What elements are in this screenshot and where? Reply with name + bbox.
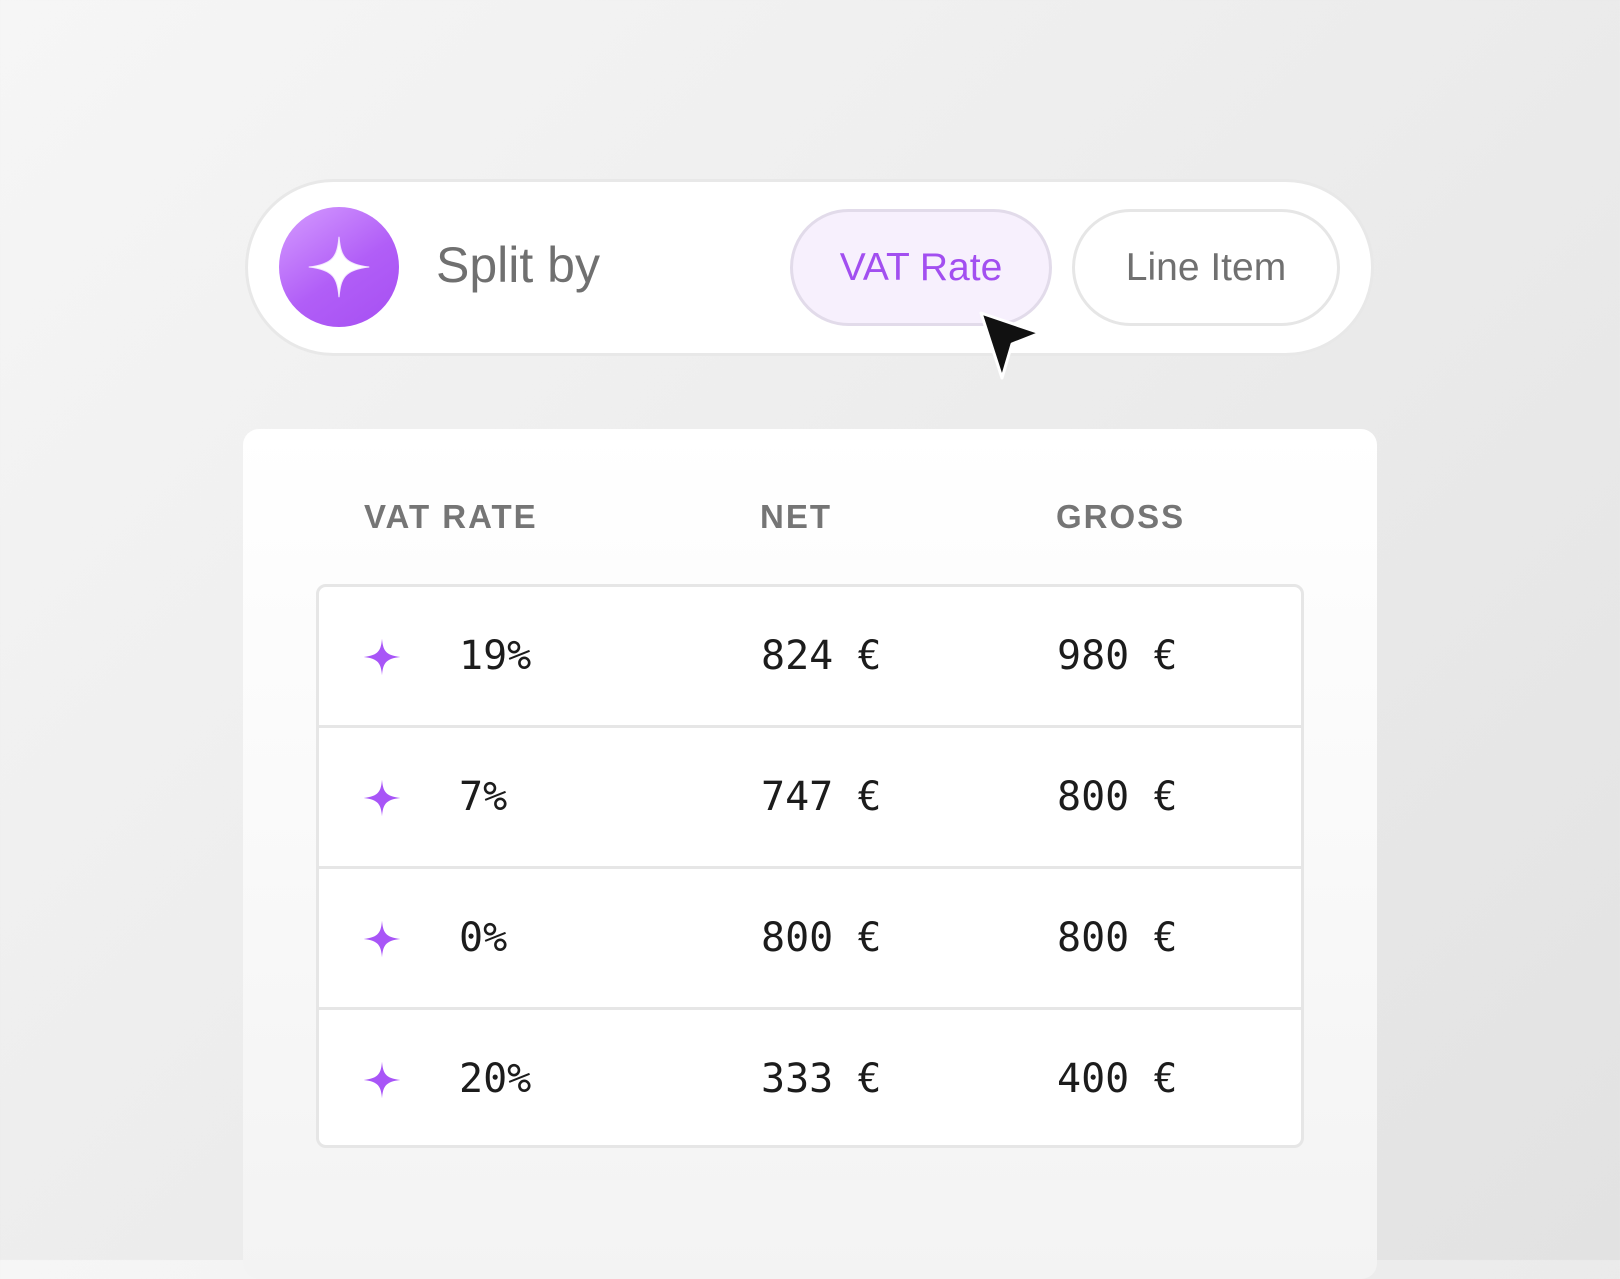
sparkle-icon: [363, 1061, 401, 1099]
line-item-option[interactable]: Line Item: [1072, 209, 1340, 326]
table-row: 0% 800 € 800 €: [319, 869, 1301, 1010]
gross-cell: 980 €: [1057, 633, 1178, 679]
mouse-cursor-icon: [979, 311, 1042, 380]
header-vat-rate: VAT RATE: [364, 498, 538, 535]
net-cell: 747 €: [761, 774, 882, 820]
vat-rate-option-label: VAT Rate: [839, 245, 1003, 289]
table-row: 19% 824 € 980 €: [319, 587, 1301, 728]
gross-cell: 800 €: [1057, 915, 1178, 961]
table-row: 7% 747 € 800 €: [319, 728, 1301, 869]
net-cell: 824 €: [761, 633, 882, 679]
sparkle-icon: [363, 779, 401, 817]
net-cell: 800 €: [761, 915, 882, 961]
header-gross: GROSS: [1056, 498, 1186, 535]
gross-cell: 800 €: [1057, 774, 1178, 820]
sparkle-icon: [308, 236, 370, 298]
table-row: 20% 333 € 400 €: [319, 1010, 1301, 1145]
vat-rate-cell: 20%: [459, 1056, 532, 1102]
header-net: NET: [760, 498, 832, 535]
vat-rate-cell: 0%: [459, 915, 508, 961]
line-item-option-label: Line Item: [1125, 245, 1287, 289]
vat-table: 19% 824 € 980 € 7% 747 € 800 € 0% 800 € …: [316, 584, 1304, 1148]
net-cell: 333 €: [761, 1056, 882, 1102]
vat-rate-option[interactable]: VAT Rate: [790, 209, 1052, 326]
gross-cell: 400 €: [1057, 1056, 1178, 1102]
sparkle-icon: [363, 920, 401, 958]
sparkle-icon: [363, 638, 401, 676]
split-by-label: Split by: [436, 237, 600, 293]
ai-sparkle-badge: [279, 207, 399, 327]
vat-rate-cell: 7%: [459, 774, 508, 820]
vat-rate-cell: 19%: [459, 633, 532, 679]
